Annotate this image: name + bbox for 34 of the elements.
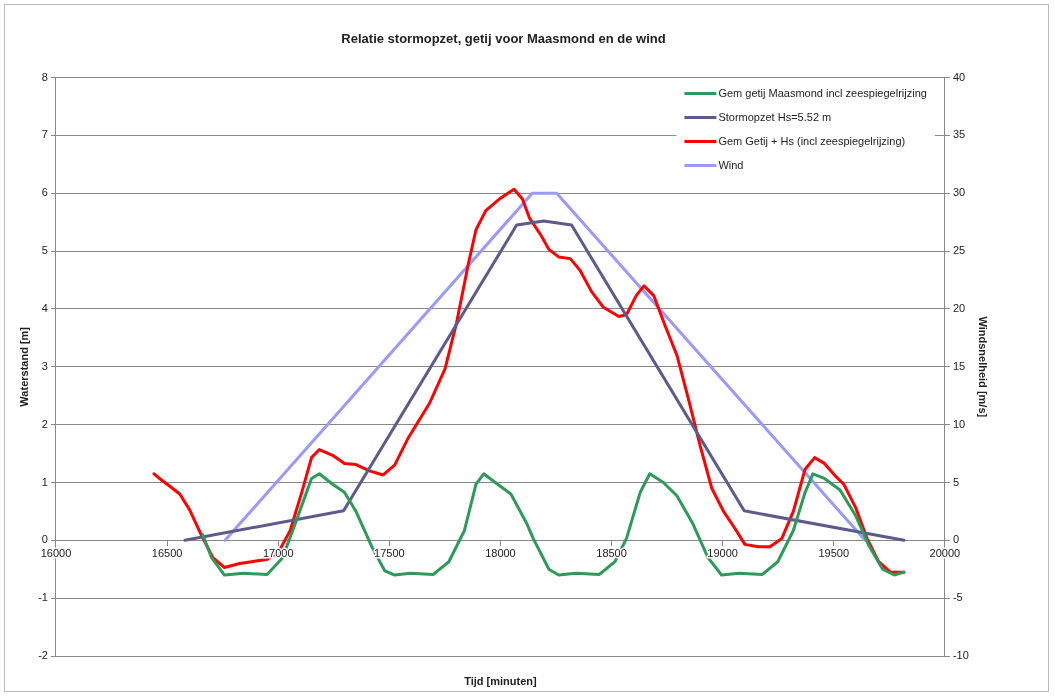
y2-tick-label: 35 <box>952 128 966 141</box>
y2-tick-label: 10 <box>952 417 966 430</box>
y-tick-label: 2 <box>41 417 48 430</box>
y2-tick-label: 5 <box>952 475 960 488</box>
y2-tick-label: -10 <box>952 649 969 662</box>
legend-label: Wind <box>718 158 744 171</box>
y-tick-label: 7 <box>41 128 48 141</box>
legend-label: Gem getij Maasmond incl zeespiegelrijzing <box>718 86 927 99</box>
y2-tick-label: 25 <box>952 244 966 257</box>
y2-tick-label: 30 <box>952 186 966 199</box>
y2-tick-label: -5 <box>952 591 963 604</box>
y-tick-label: 5 <box>41 244 48 257</box>
y-axis-title: Waterstand [m] <box>17 326 30 407</box>
y2-tick-label: 15 <box>952 359 966 372</box>
y-tick-label: -2 <box>38 649 48 662</box>
y2-tick-label: 0 <box>952 533 960 546</box>
chart-title: Relatie stormopzet, getij voor Maasmond en de wind <box>341 31 666 47</box>
y2-tick-label: 40 <box>952 70 966 83</box>
x-tick-label: 19500 <box>818 547 850 560</box>
y-tick-label: 4 <box>41 301 48 314</box>
y-tick-label: 8 <box>41 70 48 83</box>
y-tick-label: 3 <box>41 359 48 372</box>
y2-tick-label: 20 <box>952 301 966 314</box>
legend-label: Stormopzet Hs=5.52 m <box>718 110 832 123</box>
x-tick-label: 19000 <box>707 547 738 560</box>
y-tick-label: 1 <box>41 475 48 488</box>
x-axis-title: Tijd [minuten] <box>464 675 538 688</box>
y-tick-label: 0 <box>41 533 48 546</box>
x-tick-label: 16500 <box>151 547 183 560</box>
y-tick-label: -1 <box>38 591 48 604</box>
x-tick-label: 18000 <box>485 547 516 560</box>
legend-label: Gem Getij + Hs (incl zeespiegelrijzing) <box>718 134 906 147</box>
y2-axis-title: Windsnelheid [m/s] <box>977 316 990 418</box>
y-tick-label: 6 <box>41 186 48 199</box>
